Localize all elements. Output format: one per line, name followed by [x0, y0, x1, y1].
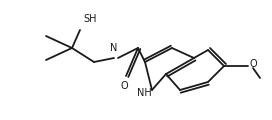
Text: O: O: [249, 59, 256, 69]
Text: N: N: [110, 43, 118, 53]
Text: O: O: [120, 81, 128, 91]
Text: SH: SH: [83, 14, 97, 24]
Text: NH: NH: [137, 88, 152, 98]
